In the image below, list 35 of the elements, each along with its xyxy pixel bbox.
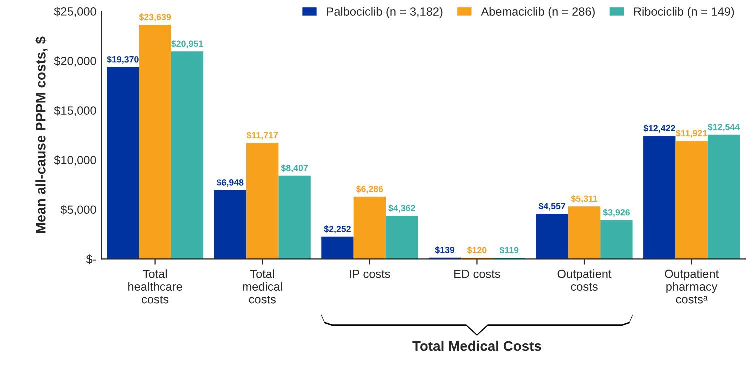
text: Total Medical Costs	[412, 340, 542, 352]
x-tick-label: Total medical costs	[243, 270, 282, 304]
data-label: $120	[467, 246, 487, 254]
data-label: $20,951	[172, 40, 204, 48]
x-tick-label: Total healthcare costs	[128, 270, 182, 304]
y-tick-label: $20,000	[54, 56, 96, 67]
data-label: $8,407	[281, 164, 308, 173]
x-tick-label: Outpatient pharmacy costsᵃ	[665, 270, 719, 304]
data-label: $119	[500, 246, 519, 254]
data-label: $2,252	[324, 226, 351, 234]
x-tick-label: IP costs	[350, 270, 390, 278]
data-label: $3,926	[603, 209, 630, 218]
data-label: $4,557	[538, 202, 566, 211]
data-label: $139	[435, 246, 455, 254]
legend-label: Abemaciclib (n = 286)	[481, 7, 595, 18]
y-tick-label: $5,000	[60, 205, 96, 216]
y-tick-label: $15,000	[54, 106, 96, 116]
data-label: $4,362	[388, 204, 416, 213]
y-tick-label: $25,000	[54, 7, 96, 18]
legend-label: Palbociclib (n = 3,182)	[327, 7, 443, 18]
y-axis-title: Mean all-cause PPPM costs, $	[35, 36, 48, 234]
data-label: $6,948	[216, 179, 244, 188]
data-label: $12,422	[644, 124, 676, 133]
data-label: $6,286	[356, 186, 384, 194]
y-tick-label: $-	[86, 254, 96, 264]
legend-label: Ribociclib (n = 149)	[634, 7, 734, 18]
data-label: $23,639	[139, 14, 172, 22]
data-label: $11,717	[246, 132, 278, 140]
y-tick-label: $10,000	[54, 156, 96, 166]
data-label: $5,311	[571, 195, 598, 204]
data-label: $19,370	[107, 56, 139, 64]
data-label: $12,544	[708, 124, 740, 132]
x-tick-label: Outpatient costs	[558, 270, 612, 292]
data-label: $11,921	[676, 130, 708, 138]
x-tick-label: ED costs	[454, 270, 500, 278]
